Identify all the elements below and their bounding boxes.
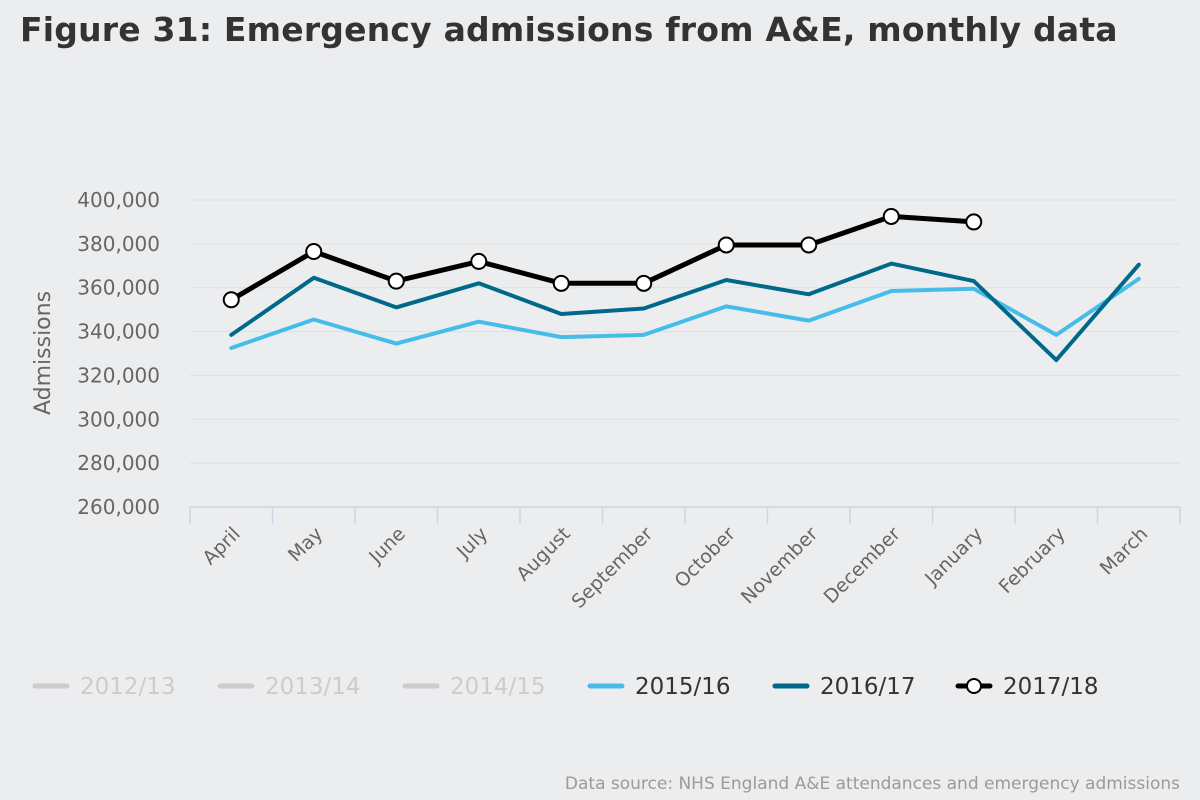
legend-item-2013-14[interactable]: 2013/14 (217, 674, 361, 700)
y-tick-label: 320,000 (77, 363, 160, 387)
y-tick-label: 340,000 (77, 320, 160, 344)
series-line-2016-17 (229, 261, 1141, 363)
legend-label: 2017/18 (1003, 674, 1099, 700)
data-source-note: Data source: NHS England A&E attendances… (564, 774, 1180, 794)
gridlines (190, 199, 1180, 464)
data-point-marker (470, 252, 488, 270)
x-tick-label: January (920, 523, 987, 590)
legend-item-2012-13[interactable]: 2012/13 (32, 674, 176, 700)
data-point-marker (965, 213, 983, 231)
series-group (222, 207, 1141, 363)
x-tick-label: October (670, 523, 739, 592)
y-tick-label: 360,000 (77, 276, 160, 300)
y-tick-label: 280,000 (77, 451, 160, 475)
data-point-marker (387, 272, 405, 290)
legend-item-2015-16[interactable]: 2015/16 (587, 674, 731, 700)
data-point-marker (800, 236, 818, 254)
x-tick-label: March (1096, 523, 1153, 580)
x-tick-label: May (284, 523, 327, 566)
series-line-2017-18 (228, 213, 977, 303)
x-tick-label: September (567, 523, 657, 613)
x-tick-label: July (452, 523, 492, 563)
legend-item-2017-18[interactable]: 2017/18 (955, 674, 1099, 700)
legend-item-2016-17[interactable]: 2016/17 (772, 674, 916, 700)
legend[interactable]: 2012/13 2013/14 2014/15 2015/16 2016/17 2017/… (32, 674, 1099, 700)
data-point-marker (635, 274, 653, 292)
x-tick-label: June (364, 523, 410, 569)
data-point-marker (882, 207, 900, 225)
legend-label: 2015/16 (635, 674, 731, 700)
y-tick-label: 400,000 (77, 188, 160, 212)
x-tick-label: December (820, 523, 905, 608)
y-axis-title: Admissions (31, 291, 56, 415)
x-tick-label: February (995, 523, 1070, 598)
data-point-marker (552, 274, 570, 292)
data-point-marker (717, 236, 735, 254)
y-tick-label: 260,000 (77, 495, 160, 519)
legend-label: 2013/14 (265, 674, 361, 700)
chart-title: Figure 31: Emergency admissions from A&E… (20, 10, 1118, 49)
y-tick-label: 380,000 (77, 232, 160, 256)
legend-label: 2012/13 (80, 674, 176, 700)
y-axis: 260,000 280,000 300,000 320,000 340,000 360,0… (77, 188, 160, 519)
legend-label: 2016/17 (820, 674, 916, 700)
x-tick-label: April (199, 523, 245, 569)
data-point-marker (222, 291, 240, 309)
x-tick-label: November (737, 523, 823, 609)
legend-marker (966, 678, 982, 694)
legend-label: 2014/15 (450, 674, 546, 700)
data-point-marker (305, 243, 323, 261)
x-tick-label: August (512, 523, 575, 586)
legend-item-2014-15[interactable]: 2014/15 (402, 674, 546, 700)
series-line-2015-16 (229, 276, 1141, 350)
y-tick-label: 300,000 (77, 407, 160, 431)
